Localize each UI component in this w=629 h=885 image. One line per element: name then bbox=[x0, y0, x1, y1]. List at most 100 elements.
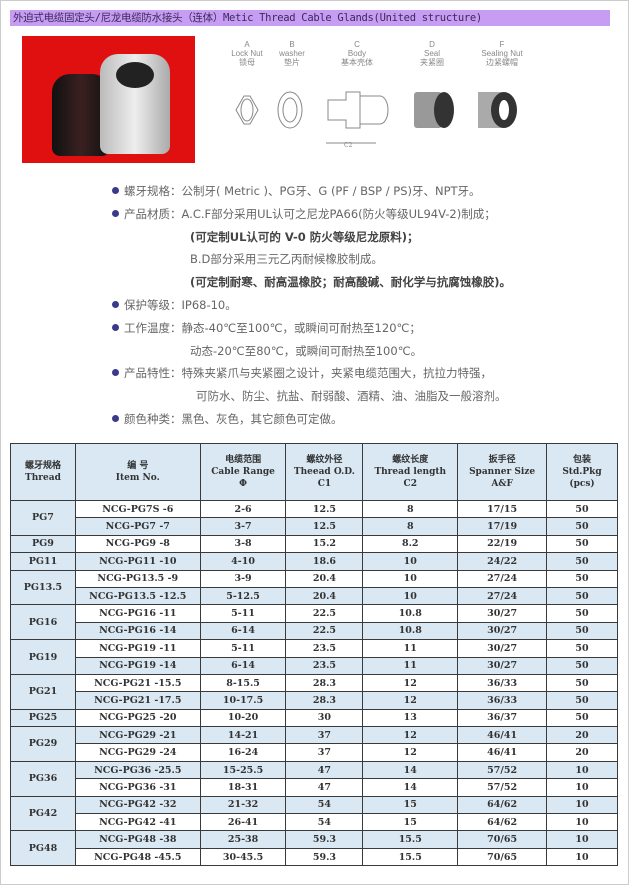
table-cell: NCG-PG21 -17.5 bbox=[74, 691, 201, 710]
table-cell: 50 bbox=[546, 639, 618, 658]
table-cell: NCG-PG48 -45.5 bbox=[74, 847, 201, 867]
header-text: C1 bbox=[317, 479, 332, 489]
table-cell: 8 bbox=[362, 517, 459, 536]
table-cell: 6-14 bbox=[199, 621, 287, 641]
table-cell: 50 bbox=[546, 517, 618, 536]
table-cell: NCG-PG16 -14 bbox=[74, 621, 201, 641]
table-cell: 20.4 bbox=[285, 586, 364, 606]
table-cell: 50 bbox=[546, 534, 618, 554]
thread-cell: PG9 bbox=[10, 534, 76, 554]
table-cell: NCG-PG19 -11 bbox=[74, 639, 201, 658]
table-cell: 20 bbox=[546, 726, 618, 745]
table-header-row: 螺牙规格 Thread 编 号 Item No. 电缆范围 Cable Range Φ 螺纹外… bbox=[10, 443, 618, 501]
table-cell: 10.8 bbox=[362, 604, 459, 623]
spec-line: 产品特性：特殊夹紧爪与夹紧圈之设计，夹紧电缆范围大，抗拉力特强， bbox=[112, 362, 612, 385]
bullet-icon bbox=[112, 187, 119, 194]
spec-text: 产品特性：特殊夹紧爪与夹紧圈之设计，夹紧电缆范围大，抗拉力特强， bbox=[124, 366, 492, 381]
header-text: Spanner Size bbox=[469, 467, 536, 477]
header-text: 扳手径 bbox=[488, 455, 516, 465]
table-cell: 5-11 bbox=[199, 639, 287, 658]
table-cell: NCG-PG42 -41 bbox=[74, 813, 201, 832]
table-cell: 47 bbox=[285, 760, 364, 780]
table-cell: 17/15 bbox=[457, 499, 548, 519]
spec-text: 螺牙规格：公制牙( Metric )、PG牙、G (PF / BSP / PS)… bbox=[124, 184, 481, 198]
spec-line: (可定制UL认可的 V-0 防火等级尼龙原料)； bbox=[112, 226, 612, 249]
table-cell: 10.8 bbox=[362, 621, 459, 641]
table-cell: 3-9 bbox=[199, 569, 287, 588]
table-cell: 23.5 bbox=[285, 639, 364, 658]
table-cell: 24/22 bbox=[457, 552, 548, 571]
table-cell: NCG-PG29 -21 bbox=[74, 726, 201, 745]
table-row: NCG-PG16 -14 6-14 22.5 10.8 30/27 50 bbox=[11, 621, 618, 641]
table-cell: 18.6 bbox=[285, 552, 364, 571]
column-header: 扳手径 Spanner Size A&F bbox=[457, 443, 548, 501]
table-cell: 14 bbox=[362, 760, 459, 780]
table-row: PG48 NCG-PG48 -38 25-38 59.3 15.5 70/65 10 bbox=[10, 830, 618, 867]
spec-line: 颜色种类：黑色、灰色，其它颜色可定做。 bbox=[112, 408, 612, 431]
part-label-seal: D Seal 夹紧圈 bbox=[420, 40, 444, 67]
table-cell: 21-32 bbox=[199, 795, 287, 815]
spec-list: 螺牙规格：公制牙( Metric )、PG牙、G (PF / BSP / PS)… bbox=[112, 180, 612, 431]
table-cell: 36/33 bbox=[457, 691, 548, 710]
table-row: NCG-PG7 -7 3-7 12.5 8 17/19 50 bbox=[11, 517, 618, 536]
table-cell: 8-15.5 bbox=[199, 673, 287, 693]
page-title: 外迫式电缆固定头/尼龙电缆防水接头（连体）Metic Thread Cable … bbox=[10, 10, 610, 26]
column-header: 螺纹外径 Theead O.D. C1 bbox=[285, 443, 364, 501]
product-photo bbox=[22, 36, 195, 163]
table-cell: 15.5 bbox=[362, 830, 459, 849]
table-cell: 46/41 bbox=[457, 726, 548, 745]
parts-drawing: C2 bbox=[235, 91, 517, 149]
table-cell: 37 bbox=[285, 726, 364, 745]
bullet-icon bbox=[112, 323, 119, 331]
table-cell: 64/62 bbox=[457, 795, 548, 815]
table-cell: NCG-PG9 -8 bbox=[74, 534, 201, 554]
gland-opening bbox=[116, 62, 154, 88]
table-cell: NCG-PG42 -32 bbox=[74, 795, 201, 815]
column-header: 螺牙规格 Thread bbox=[10, 443, 76, 501]
table-cell: 10 bbox=[546, 760, 618, 780]
table-cell: 28.3 bbox=[285, 691, 364, 710]
table-cell: 8 bbox=[362, 499, 459, 519]
table-cell: 26-41 bbox=[199, 813, 287, 832]
header-text: Thread bbox=[25, 473, 61, 483]
table-row: NCG-PG13.5 -12.5 5-12.5 20.4 10 27/24 50 bbox=[11, 586, 618, 606]
table-cell: 59.3 bbox=[285, 830, 364, 849]
thread-cell: PG21 bbox=[10, 673, 76, 710]
table-row: NCG-PG21 -17.5 10-17.5 28.3 12 36/33 50 bbox=[11, 691, 618, 710]
table-cell: 2-6 bbox=[199, 499, 287, 519]
table-cell: NCG-PG21 -15.5 bbox=[74, 673, 201, 693]
table-cell: 30-45.5 bbox=[199, 847, 287, 867]
table-row: PG25 NCG-PG25 -20 10-20 30 13 36/37 50 bbox=[10, 708, 618, 728]
table-cell: 10 bbox=[546, 813, 618, 832]
table-cell: 70/65 bbox=[457, 847, 548, 867]
column-header: 包装 Std.Pkg (pcs) bbox=[546, 443, 618, 501]
table-cell: NCG-PG29 -24 bbox=[74, 743, 201, 762]
spec-table: 螺牙规格 Thread 编 号 Item No. 电缆范围 Cable Range Φ 螺纹外… bbox=[10, 443, 618, 867]
table-cell: 12.5 bbox=[285, 517, 364, 536]
column-header: 螺纹长度 Thread length C2 bbox=[362, 443, 459, 501]
table-cell: 4-10 bbox=[199, 552, 287, 571]
table-cell: 59.3 bbox=[285, 847, 364, 867]
table-cell: 27/24 bbox=[457, 569, 548, 588]
table-cell: 23.5 bbox=[285, 656, 364, 675]
table-cell: 18-31 bbox=[199, 778, 287, 797]
table-cell: 3-8 bbox=[199, 534, 287, 554]
table-row: PG16 NCG-PG16 -11 5-11 22.5 10.8 30/27 50 bbox=[10, 604, 618, 641]
table-cell: 64/62 bbox=[457, 813, 548, 832]
bullet-icon bbox=[112, 369, 119, 377]
header-text: (pcs) bbox=[569, 479, 595, 489]
thread-cell: PG16 bbox=[10, 604, 76, 641]
table-cell: 36/33 bbox=[457, 673, 548, 693]
thread-cell: PG29 bbox=[10, 726, 76, 762]
header-text: Theead O.D. bbox=[293, 467, 355, 477]
table-cell: NCG-PG13.5 -9 bbox=[74, 569, 201, 588]
table-cell: 15.2 bbox=[285, 534, 364, 554]
table-row: NCG-PG42 -41 26-41 54 15 64/62 10 bbox=[11, 813, 618, 832]
table-cell: 50 bbox=[546, 604, 618, 623]
table-cell: 30 bbox=[285, 708, 364, 728]
spec-text: (可定制UL认可的 V-0 防火等级尼龙原料)； bbox=[190, 229, 419, 244]
table-cell: 13 bbox=[362, 708, 459, 728]
table-cell: 22/19 bbox=[457, 534, 548, 554]
table-row: PG29 NCG-PG29 -21 14-21 37 12 46/41 20 bbox=[10, 726, 618, 762]
